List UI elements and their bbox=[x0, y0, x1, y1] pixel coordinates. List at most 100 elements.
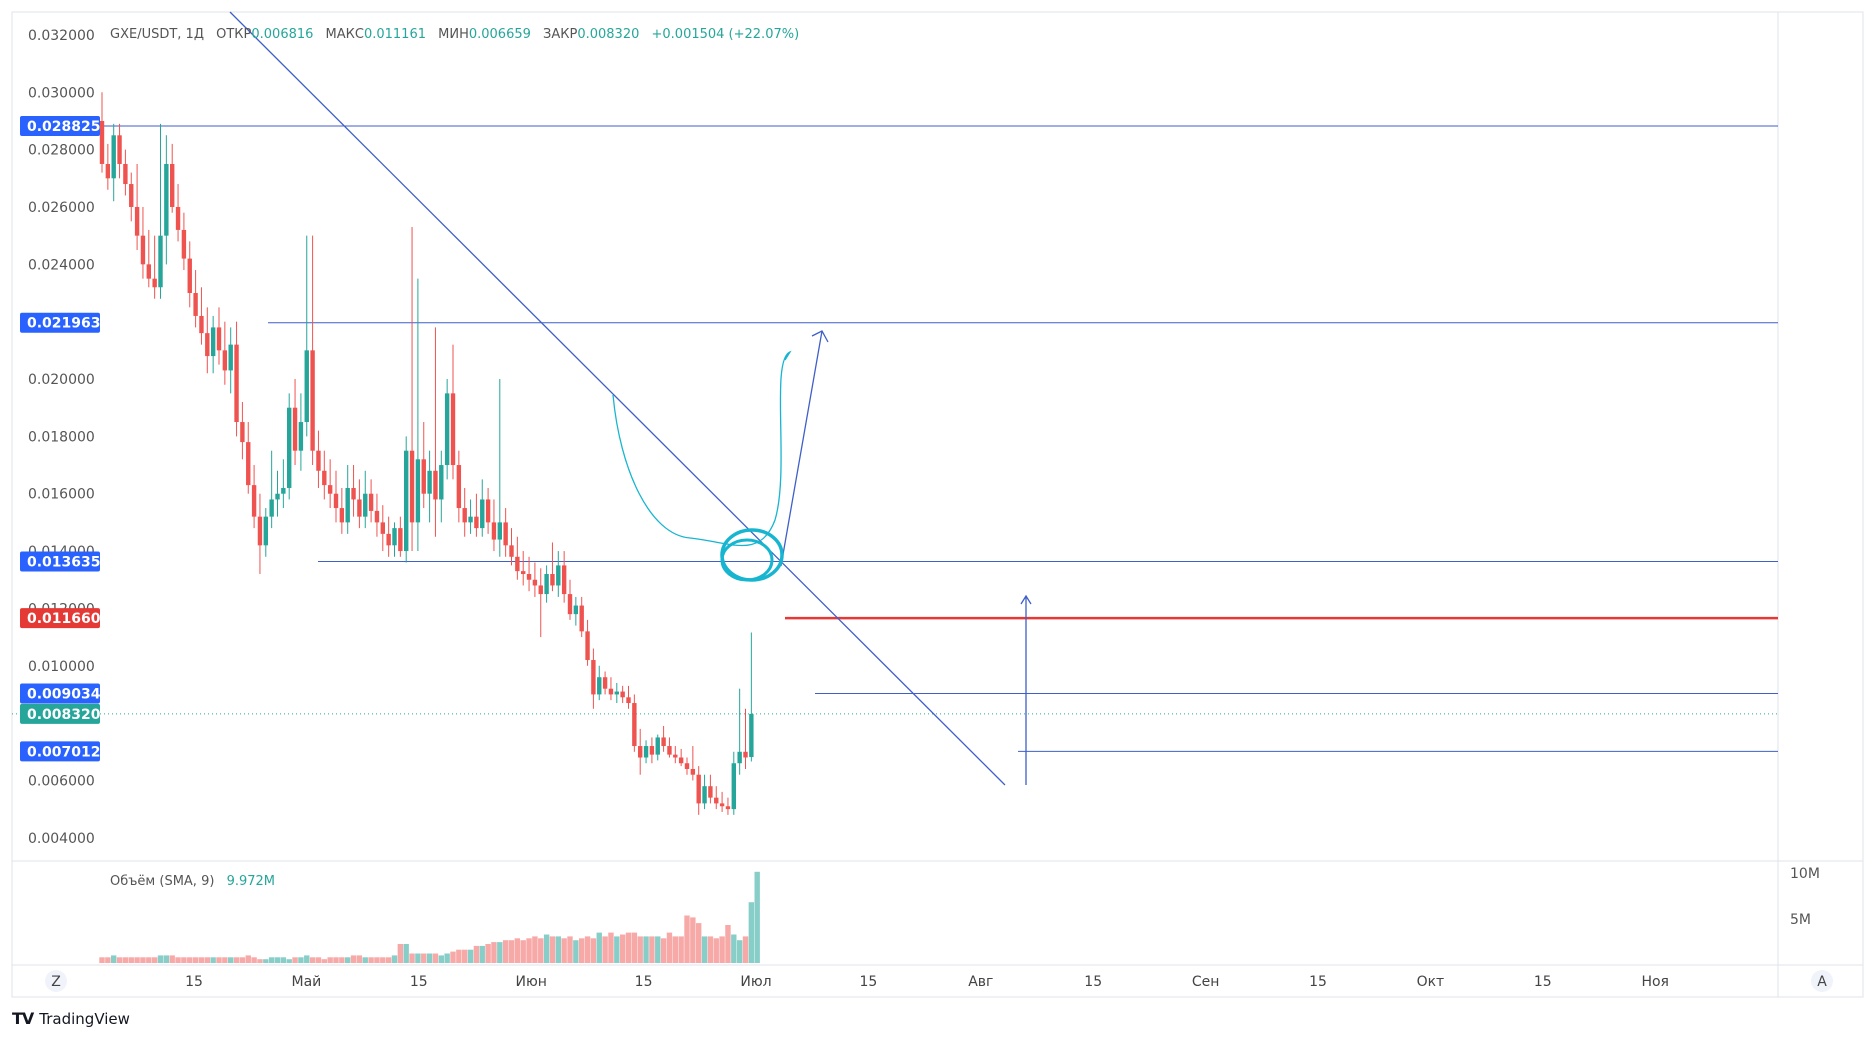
candle-body bbox=[433, 470, 438, 500]
candle-body bbox=[123, 163, 128, 185]
volume-bar bbox=[590, 938, 597, 963]
candle bbox=[573, 596, 579, 626]
candle-body bbox=[556, 565, 561, 586]
candle bbox=[749, 632, 754, 762]
volume-bar bbox=[421, 953, 427, 963]
candle bbox=[667, 737, 672, 758]
candle bbox=[404, 436, 409, 563]
candle-body bbox=[187, 258, 192, 293]
volume-bar bbox=[157, 955, 164, 963]
candle-body bbox=[292, 407, 298, 451]
volume-bar bbox=[608, 932, 614, 963]
candle bbox=[216, 307, 222, 365]
candle bbox=[228, 327, 233, 394]
volume-bar bbox=[508, 940, 515, 963]
candle-body bbox=[474, 516, 479, 529]
candle bbox=[649, 737, 655, 764]
candle-body bbox=[632, 703, 637, 747]
candle bbox=[363, 470, 368, 529]
volume-bar bbox=[345, 957, 351, 963]
volume-bar bbox=[491, 942, 497, 963]
candle-body bbox=[497, 522, 502, 540]
candle-body bbox=[228, 344, 233, 371]
breakout-circle-2[interactable] bbox=[720, 538, 774, 582]
descending-trendline[interactable] bbox=[229, 11, 1006, 786]
price-badge-bg bbox=[20, 703, 100, 724]
candle-body bbox=[480, 499, 485, 529]
time-tick-1: Май bbox=[292, 974, 322, 990]
volume-bar bbox=[754, 871, 760, 963]
price-badges: 0.028825 0.021963 0.013635 0.011660 0.009034… bbox=[20, 115, 101, 762]
candle-body bbox=[164, 163, 169, 236]
candle-body bbox=[181, 229, 187, 259]
time-tick-10: 15 bbox=[1309, 974, 1327, 990]
volume-bar bbox=[228, 957, 234, 963]
volume-bar bbox=[187, 957, 193, 963]
candle-body bbox=[643, 746, 649, 758]
candle-body bbox=[111, 135, 116, 179]
tradingview-brand[interactable]: 𝗧𝗩 TradingView bbox=[12, 1009, 130, 1028]
legend-change: +0.001504 (+22.07%) bbox=[652, 27, 800, 42]
auto-scale-button[interactable]: A bbox=[1811, 970, 1833, 992]
price-badge-label: 0.013635 bbox=[27, 555, 101, 571]
candle-body bbox=[327, 485, 333, 494]
time-axis: 15 Май 15 Июн 15 Июл 15 Авг 15 Сен 15 Окт 15 Ноя bbox=[185, 974, 1669, 990]
candle bbox=[509, 528, 514, 566]
candle bbox=[339, 487, 345, 534]
volume-bar bbox=[175, 957, 181, 963]
volume-bar bbox=[631, 932, 638, 963]
candle-body bbox=[602, 677, 608, 689]
breakout-arrow[interactable] bbox=[1020, 594, 1032, 785]
candle-body bbox=[509, 545, 514, 557]
candle bbox=[263, 508, 268, 557]
volume-bar bbox=[502, 940, 509, 963]
candle bbox=[251, 465, 257, 529]
cup-curve[interactable] bbox=[612, 350, 792, 547]
candle bbox=[544, 565, 549, 603]
candle-body bbox=[251, 485, 257, 517]
volume-bar bbox=[391, 955, 398, 963]
candle bbox=[146, 229, 151, 288]
legend-high: 0.011161 bbox=[364, 27, 426, 42]
price-tick-7: 0.016000 bbox=[28, 487, 95, 503]
candle bbox=[392, 522, 397, 557]
volume-bar bbox=[579, 938, 585, 963]
candle bbox=[368, 479, 374, 523]
volume-bar bbox=[625, 932, 632, 963]
price-tick-5: 0.020000 bbox=[28, 372, 95, 388]
volume-bar bbox=[690, 917, 696, 963]
price-badge-2: 0.013635 bbox=[20, 551, 101, 572]
volume-bar bbox=[245, 955, 251, 963]
time-tick-8: 15 bbox=[1084, 974, 1102, 990]
volume-bar bbox=[339, 957, 345, 963]
projection-arrow[interactable] bbox=[780, 330, 829, 567]
candle-body bbox=[99, 120, 105, 164]
candle bbox=[678, 748, 684, 767]
candle-body bbox=[515, 556, 520, 572]
candle-body bbox=[205, 333, 210, 357]
brand-label: TradingView bbox=[39, 1009, 130, 1028]
zoom-button[interactable]: Z bbox=[45, 970, 67, 992]
candle bbox=[714, 786, 719, 810]
volume-bar bbox=[643, 936, 649, 963]
candle bbox=[521, 551, 526, 586]
candle-body bbox=[526, 574, 532, 580]
candle bbox=[134, 163, 140, 250]
candle-body bbox=[702, 786, 707, 804]
candle-body bbox=[503, 522, 508, 546]
candle bbox=[105, 143, 111, 190]
candle bbox=[532, 562, 538, 597]
candle-body bbox=[351, 487, 356, 500]
volume-bar bbox=[304, 955, 310, 963]
candle bbox=[638, 728, 643, 775]
candle-body bbox=[193, 293, 198, 316]
volume-bar bbox=[438, 955, 444, 963]
time-tick-5: Июл bbox=[740, 974, 771, 990]
volume-bar bbox=[532, 936, 538, 963]
candle-body bbox=[696, 774, 701, 804]
volume-bar bbox=[198, 957, 205, 963]
candle bbox=[626, 685, 631, 709]
legend-close-label: ЗАКР bbox=[543, 27, 577, 42]
candle-body bbox=[398, 528, 403, 552]
volume-bar bbox=[701, 936, 708, 963]
